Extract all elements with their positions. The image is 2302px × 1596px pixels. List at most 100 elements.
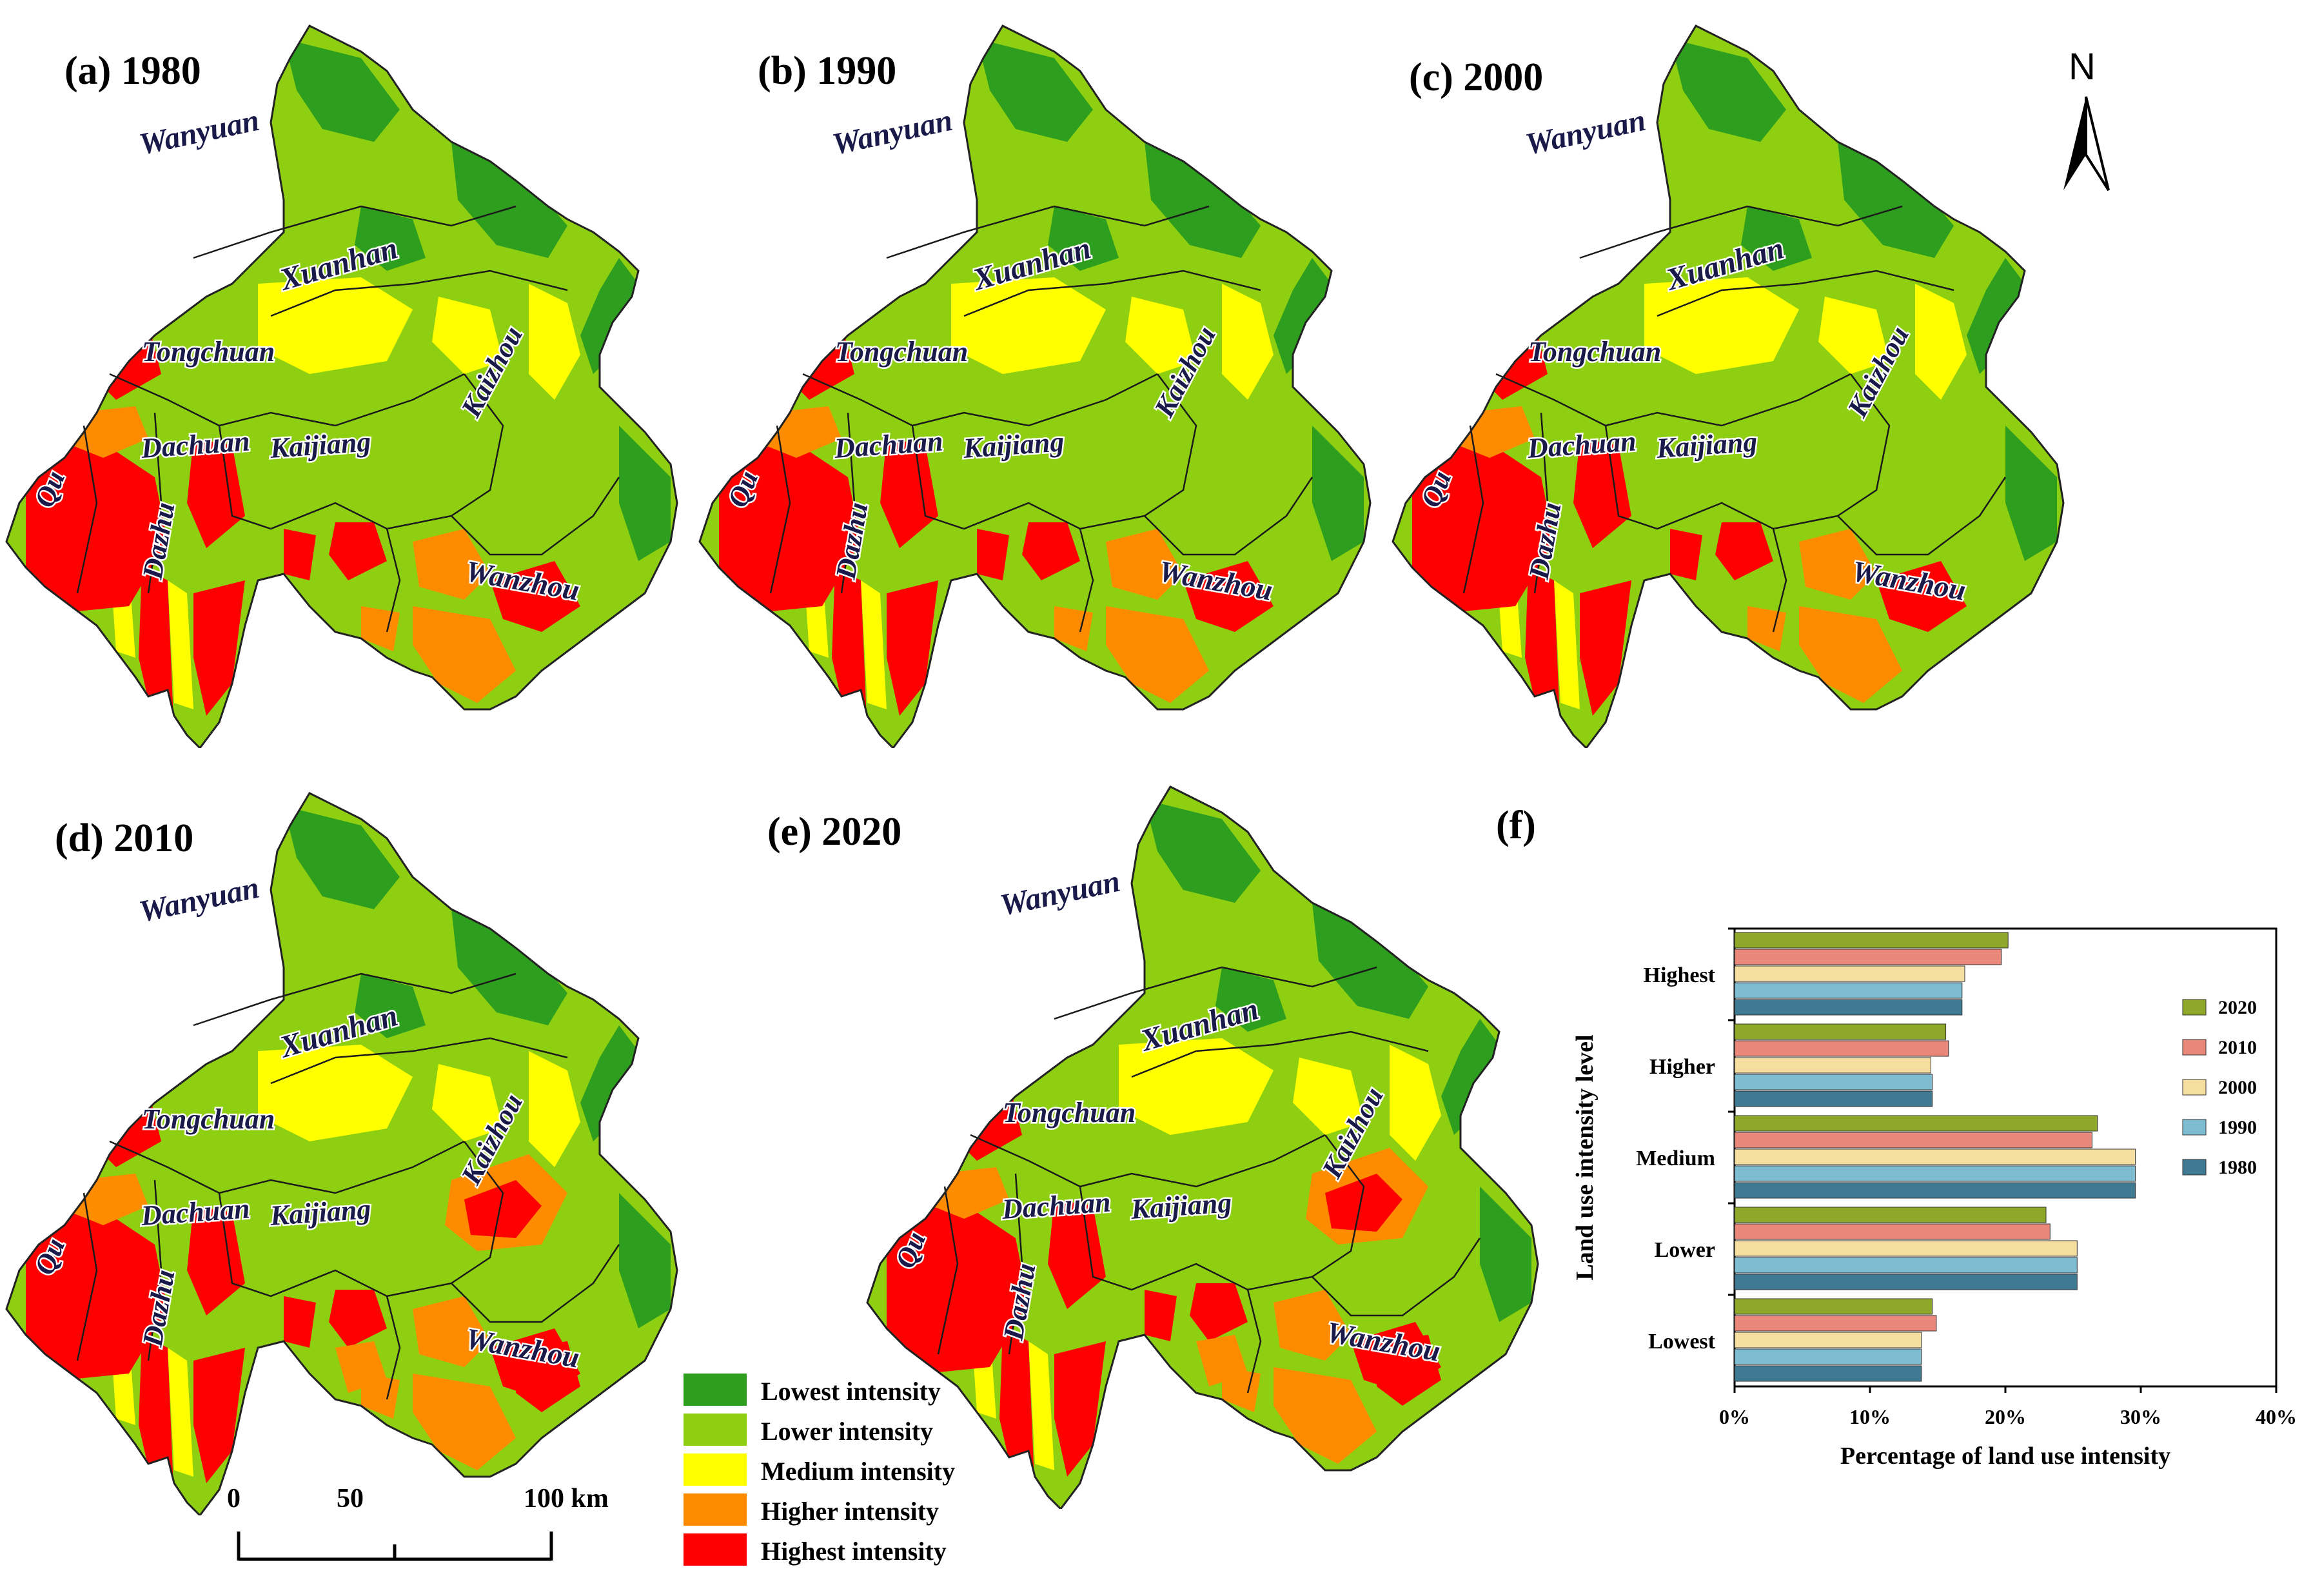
legend-item: Higher intensity bbox=[684, 1493, 1045, 1527]
county-border-8 bbox=[937, 1186, 959, 1355]
legend-swatch bbox=[684, 1414, 747, 1446]
county-borders bbox=[937, 966, 1481, 1394]
county-border-2 bbox=[1495, 373, 1851, 427]
county-border-3 bbox=[1837, 373, 1891, 517]
county-border-7 bbox=[386, 528, 401, 633]
legend-label: Highest intensity bbox=[761, 1537, 947, 1566]
zone-orange-18 bbox=[413, 1296, 490, 1367]
county-border-5 bbox=[218, 1192, 452, 1297]
county-border-7 bbox=[1772, 528, 1787, 633]
place-label-tongchuan: Tongchuan bbox=[1528, 336, 1661, 368]
zone-yellow-9 bbox=[1028, 1341, 1054, 1470]
place-label-wanyuan: Wanyuan bbox=[136, 871, 262, 929]
zone-yellow-7 bbox=[1390, 1045, 1441, 1161]
county-border-1 bbox=[1131, 1030, 1429, 1078]
legend-label: Higher intensity bbox=[761, 1497, 939, 1526]
zone-dgreen-4 bbox=[355, 974, 426, 1038]
category-label-higher: Higher bbox=[1649, 1055, 1715, 1079]
place-label-kaijiang: Kaijiang bbox=[1129, 1187, 1233, 1225]
zone-red-23 bbox=[1325, 1174, 1402, 1232]
legend-label: Lower intensity bbox=[761, 1417, 934, 1446]
county-border-3 bbox=[1312, 1134, 1365, 1278]
bar-lowest-2010 bbox=[1734, 1315, 1937, 1332]
zone-yellow-5 bbox=[258, 277, 413, 374]
county-border-7 bbox=[1079, 528, 1094, 633]
bar-lowest-1990 bbox=[1734, 1348, 1922, 1365]
bar-lowest-2020 bbox=[1734, 1298, 1933, 1315]
county-border-3 bbox=[451, 1141, 504, 1285]
zone-yellow-6 bbox=[1818, 297, 1889, 374]
county-border-8 bbox=[1462, 425, 1484, 594]
zone-dgreen-1 bbox=[1838, 142, 1954, 258]
legend-swatch-2020 bbox=[2182, 999, 2207, 1016]
map-panel-c: Wanyuan Xuanhan Tongchuan Kaizhou Dachuan Kai… bbox=[1386, 13, 2070, 748]
map-panel-d: Wanyuan Xuanhan Tongchuan Kaizhou Dachuan Kai… bbox=[0, 780, 684, 1515]
zone-yellow-7 bbox=[1915, 284, 1967, 400]
county-border-8 bbox=[76, 1192, 98, 1361]
north-arrow: N bbox=[2044, 45, 2128, 200]
county-borders bbox=[76, 205, 620, 633]
zone-red-16 bbox=[1145, 1290, 1177, 1341]
chart-panel-label: (f) bbox=[1496, 803, 1536, 847]
zone-red-16 bbox=[284, 529, 316, 580]
bar-lower-2020 bbox=[1734, 1207, 2047, 1223]
bar-chart-svg: Highest Higher Medium Lower Lowest 0% 10% 20% 30… bbox=[1571, 927, 2297, 1470]
zone-yellow-7 bbox=[529, 284, 580, 400]
zone-red-13 bbox=[187, 1206, 245, 1315]
zone-orange-18 bbox=[413, 529, 490, 600]
zone-orange-18 bbox=[1106, 529, 1183, 600]
legend-label-2010: 2010 bbox=[2218, 1037, 2257, 1058]
legend-swatch-1990 bbox=[2182, 1119, 2207, 1136]
zone-orange-25 bbox=[335, 1341, 387, 1393]
county-border-4 bbox=[147, 1179, 162, 1361]
county-border-3 bbox=[1144, 373, 1197, 517]
panel-title-d: (d) 2010 bbox=[55, 816, 194, 860]
x-tick-label: 40% bbox=[2256, 1405, 2297, 1428]
legend-swatch-1980 bbox=[2182, 1159, 2207, 1176]
county-border-0 bbox=[1579, 205, 1903, 259]
county-border-0 bbox=[193, 972, 516, 1027]
x-tick-label: 0% bbox=[1719, 1405, 1750, 1428]
zone-yellow-6 bbox=[432, 1064, 503, 1141]
zone-red-10 bbox=[26, 438, 168, 613]
zone-yellow-7 bbox=[1222, 284, 1274, 400]
county-borders bbox=[1462, 205, 2007, 633]
zone-yellow-5 bbox=[951, 277, 1106, 374]
zone-orange-21 bbox=[1747, 606, 1786, 651]
zone-red-23 bbox=[464, 1180, 542, 1238]
place-label-wanyuan: Wanyuan bbox=[829, 103, 955, 162]
county-border-6 bbox=[451, 1244, 620, 1323]
legend-swatch bbox=[684, 1533, 747, 1566]
bar-higher-1990 bbox=[1734, 1074, 1933, 1090]
bar-medium-1980 bbox=[1734, 1182, 2136, 1199]
zone-orange-18 bbox=[1799, 529, 1876, 600]
zone-red-13 bbox=[1573, 438, 1631, 548]
place-label-dachuan: Dachuan bbox=[1526, 425, 1637, 464]
zone-dgreen-4 bbox=[1215, 967, 1286, 1032]
legend-item: Lower intensity bbox=[684, 1414, 1045, 1447]
place-label-dachuan: Dachuan bbox=[832, 425, 944, 464]
legend-label-2000: 2000 bbox=[2218, 1077, 2257, 1098]
zone-red-17 bbox=[1022, 522, 1080, 580]
zone-dgreen-3 bbox=[1312, 426, 1364, 561]
county-border-6 bbox=[1144, 477, 1313, 556]
scale-bar: 0 50 100 km bbox=[193, 1483, 609, 1573]
place-label-wanyuan: Wanyuan bbox=[997, 864, 1123, 923]
county-border-6 bbox=[451, 477, 620, 556]
bar-highest-2000 bbox=[1734, 965, 1965, 982]
map-panel-b: Wanyuan Xuanhan Tongchuan Kaizhou Dachuan Kai… bbox=[693, 13, 1377, 748]
bar-higher-1980 bbox=[1734, 1090, 1933, 1107]
scale-label-0: 0 bbox=[227, 1484, 241, 1513]
county-border-0 bbox=[886, 205, 1210, 259]
zone-dgreen-4 bbox=[355, 206, 426, 271]
zone-red-16 bbox=[1670, 529, 1702, 580]
zone-dgreen-3 bbox=[2005, 426, 2057, 561]
region-outline bbox=[698, 25, 1372, 748]
region-outline bbox=[5, 25, 678, 748]
county-border-8 bbox=[769, 425, 791, 594]
county-border-1 bbox=[270, 270, 568, 317]
county-border-0 bbox=[193, 205, 516, 259]
place-label-tongchuan: Tongchuan bbox=[1003, 1097, 1136, 1128]
